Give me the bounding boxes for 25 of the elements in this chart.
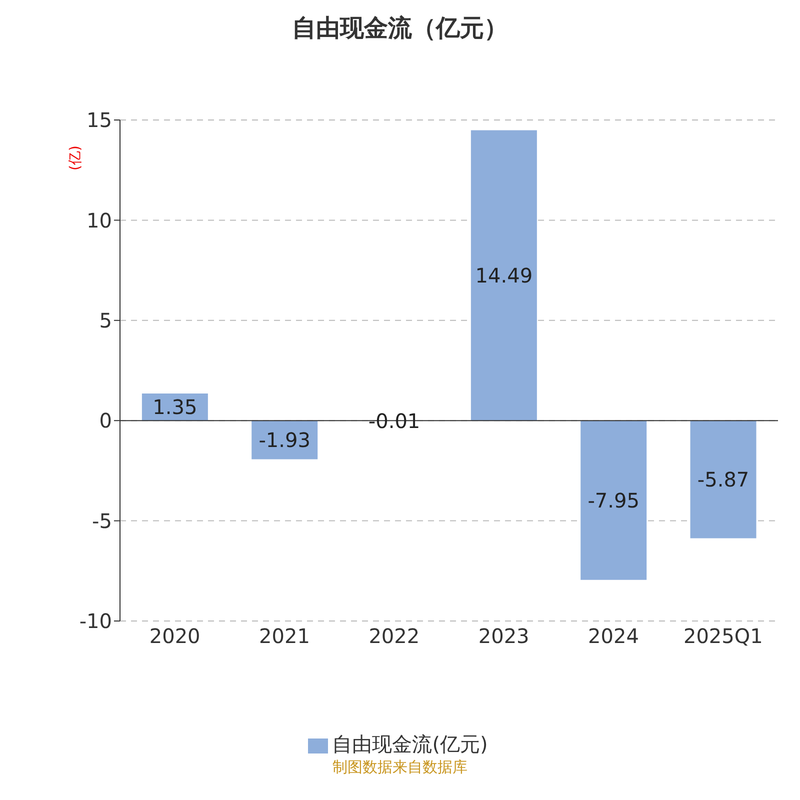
y-tick-label: 15 xyxy=(86,108,112,132)
text: 制图数据来自数据库 xyxy=(332,758,468,777)
x-tick-label: 2021 xyxy=(259,624,310,648)
y-tick-label: -5 xyxy=(92,508,112,533)
x-tick-label: 2020 xyxy=(149,624,200,648)
data-label: -7.95 xyxy=(588,488,640,512)
y-axis-title: (亿) xyxy=(66,146,84,170)
chart-title: 自由现金流（亿元） xyxy=(291,13,509,44)
bar xyxy=(690,420,756,538)
x-tick-label: 2024 xyxy=(588,624,639,648)
x-tick-label: 2023 xyxy=(478,624,530,648)
data-label: 14.49 xyxy=(475,264,533,288)
data-label: -1.93 xyxy=(258,428,310,452)
data-label: -5.87 xyxy=(697,468,750,492)
bar xyxy=(252,420,318,460)
x-tick-label: 2022 xyxy=(368,624,420,648)
y-tick-label: -10 xyxy=(79,609,112,634)
legend-label: 自由现金流(亿元) xyxy=(332,732,488,756)
bar xyxy=(470,130,537,421)
y-tick-label: 10 xyxy=(86,208,112,232)
x-tick-label: 2025Q1 xyxy=(683,624,763,648)
y-tick-label: 5 xyxy=(99,308,112,332)
bar xyxy=(580,420,647,580)
data-label: 1.35 xyxy=(152,395,198,420)
y-tick-label: 0 xyxy=(99,408,112,433)
